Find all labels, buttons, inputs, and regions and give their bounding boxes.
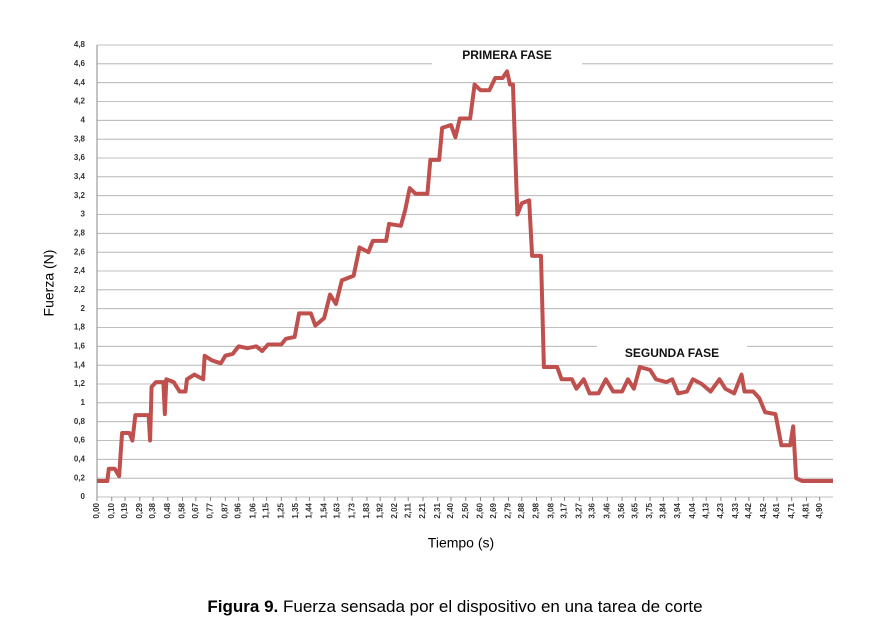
x-tick-label: 2,69 [489, 502, 498, 518]
y-tick-label: 2,4 [74, 266, 86, 275]
x-tick-label: 3,56 [617, 502, 626, 518]
y-tick-label: 3,2 [74, 191, 86, 200]
y-tick-label: 0,2 [74, 473, 86, 482]
y-tick-label: 2,2 [74, 285, 86, 294]
x-tick-label: 2,79 [504, 502, 513, 518]
x-tick-label: 2,31 [433, 502, 442, 518]
y-tick-label: 2 [81, 304, 86, 313]
x-tick-label: 1,06 [248, 502, 257, 518]
y-tick-label: 4,6 [74, 59, 86, 68]
x-tick-label: 4,13 [701, 502, 710, 518]
data-line [97, 69, 833, 483]
x-tick-label: 3,65 [630, 502, 639, 518]
x-tick-label: 1,83 [362, 502, 371, 518]
x-tick-label: 1,25 [276, 502, 285, 518]
y-tick-label: 3 [81, 210, 86, 219]
x-tick-label: 1,63 [333, 502, 342, 518]
y-tick-label: 4,2 [74, 97, 86, 106]
x-tick-label: 4,81 [802, 502, 811, 518]
x-tick-label: 4,52 [759, 502, 768, 518]
x-tick-label: 3,46 [602, 502, 611, 518]
y-tick-label: 1,6 [74, 341, 86, 350]
x-tick-label: 2,11 [403, 502, 412, 518]
x-axis-label: Tiempo (s) [428, 535, 494, 551]
y-tick-label: 3,8 [74, 134, 86, 143]
annotation-box [432, 46, 582, 66]
x-tick-label: 2,21 [418, 502, 427, 518]
x-tick-label: 0,19 [120, 502, 129, 518]
x-tick-label: 0,48 [163, 502, 172, 518]
x-tick-label: 3,17 [560, 502, 569, 518]
x-tick-label: 4,23 [716, 502, 725, 518]
x-tick-label: 0,96 [234, 502, 243, 518]
caption-label: Figura 9. [207, 597, 278, 616]
y-tick-label: 4,4 [74, 78, 86, 87]
x-tick-label: 3,84 [658, 502, 667, 518]
x-tick-label: 0,10 [107, 502, 116, 518]
x-tick-label: 4,33 [731, 502, 740, 518]
caption: Figura 9. Fuerza sensada por el disposit… [207, 597, 702, 616]
y-tick-label: 2,6 [74, 247, 86, 256]
x-tick-label: 4,42 [744, 502, 753, 518]
x-tick-label: 3,08 [546, 502, 555, 518]
x-tick-label: 3,27 [574, 502, 583, 518]
x-tick-label: 1,44 [305, 502, 314, 518]
x-tick-label: 3,36 [588, 502, 597, 518]
x-tick-label: 1,54 [319, 502, 328, 518]
y-tick-label: 0 [81, 492, 86, 501]
y-tick-label: 2,8 [74, 228, 86, 237]
caption-text: Fuerza sensada por el dispositivo en una… [283, 597, 703, 616]
x-tick-label: 2,02 [390, 502, 399, 518]
x-tick-label: 3,94 [673, 502, 682, 518]
y-tick-label: 4 [81, 115, 86, 124]
y-tick-label: 3,6 [74, 153, 86, 162]
x-tick-label: 1,73 [347, 502, 356, 518]
x-tick-label: 1,15 [262, 502, 271, 518]
x-tick-label: 0,38 [148, 502, 157, 518]
x-tick-label: 1,35 [291, 502, 300, 518]
x-tick-label: 4,61 [772, 502, 781, 518]
x-tick-label: 4,71 [787, 502, 796, 518]
x-tick-label: 2,60 [476, 502, 485, 518]
x-tick-label: 0,58 [178, 502, 187, 518]
y-tick-label: 4,8 [74, 40, 86, 49]
x-tick-label: 2,50 [461, 502, 470, 518]
y-axis-label: Fuerza (N) [41, 250, 57, 317]
y-tick-label: 3,4 [74, 172, 86, 181]
annotation: SEGUNDA FASE [625, 346, 719, 360]
x-tick-label: 4,04 [688, 502, 697, 518]
x-tick-label: 3,75 [645, 502, 654, 518]
x-tick-label: 0,77 [206, 502, 215, 518]
x-tick-label: 2,88 [517, 502, 526, 518]
y-tick-label: 0,8 [74, 417, 86, 426]
x-tick-label: 0,00 [92, 502, 101, 518]
x-tick-label: 0,87 [220, 502, 229, 518]
y-tick-label: 1,8 [74, 323, 86, 332]
x-tick-label: 1,92 [375, 502, 384, 518]
x-tick-label: 4,90 [815, 502, 824, 518]
x-tick-label: 2,98 [532, 502, 541, 518]
y-tick-label: 1 [81, 398, 86, 407]
y-tick-label: 0,4 [74, 454, 86, 463]
x-tick-label: 0,29 [135, 502, 144, 518]
y-tick-label: 1,4 [74, 360, 86, 369]
annotation: PRIMERA FASE [462, 48, 552, 62]
y-tick-label: 0,6 [74, 436, 86, 445]
y-tick-label: 1,2 [74, 379, 86, 388]
annotation-box [597, 344, 747, 364]
x-tick-label: 0,67 [191, 502, 200, 518]
x-tick-label: 2,40 [446, 502, 455, 518]
